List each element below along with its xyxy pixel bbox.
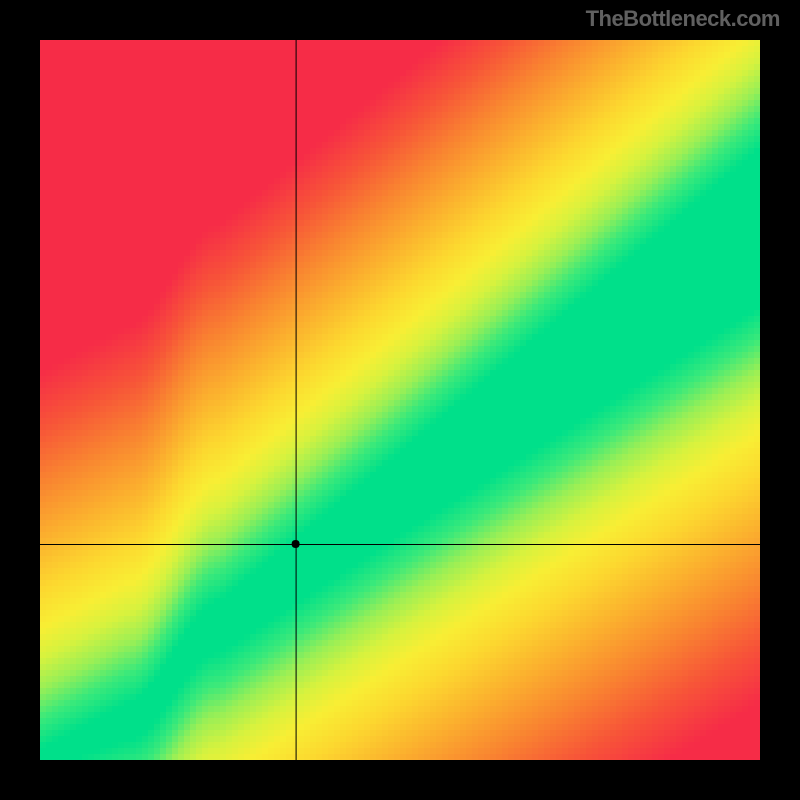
chart-container: TheBottleneck.com bbox=[0, 0, 800, 800]
watermark-text: TheBottleneck.com bbox=[586, 6, 780, 32]
heatmap-plot bbox=[40, 40, 760, 760]
heatmap-canvas bbox=[40, 40, 760, 760]
